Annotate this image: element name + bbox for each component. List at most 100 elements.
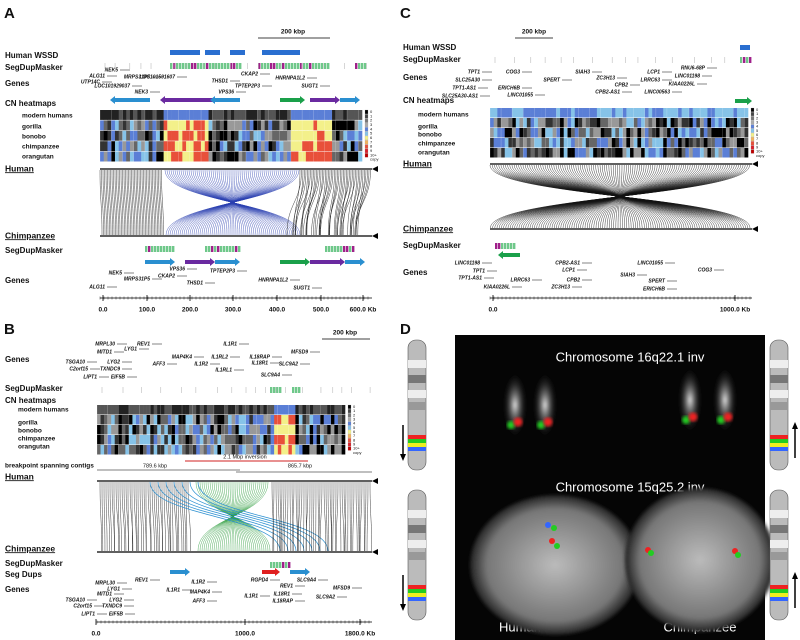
heat-cell [298, 120, 303, 131]
synteny-link [109, 481, 112, 552]
heat-cell [97, 425, 101, 435]
heat-cell [337, 425, 342, 435]
heat-cell [545, 128, 550, 138]
segdup-block [298, 387, 301, 393]
heat-cell [132, 445, 137, 455]
ideogram-band [408, 525, 426, 533]
track-label: Genes [403, 268, 428, 277]
heat-cell [337, 445, 342, 455]
heat-cell [626, 148, 631, 158]
heat-cell [571, 118, 576, 128]
heat-cell [607, 128, 612, 138]
heat-cell [153, 415, 158, 425]
gene-label: IL1R2 [191, 579, 205, 585]
synteny-link [177, 481, 180, 552]
heat-cell [253, 151, 258, 162]
heat-cell [295, 445, 300, 455]
heat-cell [718, 108, 723, 118]
heat-cell [593, 138, 598, 148]
heat-cell [313, 435, 317, 445]
synteny-link [301, 169, 308, 236]
synteny-link [146, 169, 149, 236]
ideogram-band [770, 589, 788, 593]
legend-swatch [347, 421, 352, 426]
legend-label: 5 [756, 128, 759, 133]
heat-cell [567, 138, 572, 148]
segdup-block [318, 63, 321, 69]
heat-cell [126, 110, 131, 120]
heat-cell [545, 148, 550, 158]
heat-cell [729, 128, 734, 138]
gene-label: MRPL30 [95, 341, 115, 347]
heat-cell [150, 435, 154, 445]
heat-cell [305, 120, 310, 131]
legend-swatch [750, 128, 755, 133]
heat-cell [294, 110, 299, 120]
heat-cell [692, 128, 697, 138]
segdup-block [154, 246, 157, 252]
heat-cell [272, 130, 277, 141]
heat-cell [309, 415, 314, 425]
track-label: SegDupMasker [403, 241, 461, 250]
heat-cell [245, 151, 251, 162]
segdup-block [303, 63, 306, 69]
heat-cell [167, 141, 172, 152]
heat-cell [493, 118, 498, 128]
heat-cell [141, 130, 146, 141]
heat-cell [279, 120, 284, 131]
synteny-link [131, 169, 134, 236]
segdup-block [224, 63, 227, 69]
heat-cell [114, 445, 119, 455]
gene-label: TSGA10 [66, 597, 86, 603]
heat-cell [648, 148, 653, 158]
heat-cell [330, 415, 335, 425]
heat-cell [707, 118, 712, 128]
synteny-link [319, 169, 328, 236]
gene-label: SLC9A2 [316, 594, 335, 600]
heat-cell [199, 405, 204, 415]
synteny-link [359, 481, 363, 552]
gene-label: NEK5 [109, 270, 123, 276]
legend-label: 9 [756, 145, 759, 150]
heat-cell [144, 130, 149, 141]
track-label: Genes [5, 585, 30, 594]
heat-cell [313, 110, 318, 120]
heat-cell [585, 138, 590, 148]
track-label: SegDupMasker [5, 559, 63, 568]
heat-cell [245, 110, 251, 120]
heat-cell [736, 118, 741, 128]
synteny-link [99, 481, 102, 552]
synteny-link [143, 169, 146, 236]
heat-cell [689, 118, 694, 128]
heat-cell [567, 128, 572, 138]
heat-cell [703, 148, 708, 158]
heat-cell [253, 141, 258, 152]
segdup-arrow [340, 96, 360, 104]
heat-cell [277, 415, 282, 425]
heat-cell [208, 151, 213, 162]
synteny-link [306, 169, 313, 236]
heat-cell [224, 425, 229, 435]
heat-cell [153, 445, 158, 455]
heat-cell [341, 405, 346, 415]
heat-cell [339, 130, 344, 141]
track-label: Genes [5, 79, 30, 88]
heat-cell [327, 415, 332, 425]
heat-cell [128, 405, 133, 415]
synteny-link [350, 169, 358, 236]
heat-cell [275, 130, 280, 141]
synteny-link [352, 481, 355, 552]
heat-cell [107, 130, 112, 141]
synteny-link [135, 481, 138, 552]
heat-cell [714, 118, 719, 128]
species-label: Chimpanzee [5, 543, 55, 553]
ideogram-band [770, 510, 788, 518]
heat-cell [497, 148, 502, 158]
segdup-block [510, 243, 513, 249]
legend-swatch [347, 413, 352, 418]
heat-cell [234, 110, 239, 120]
heat-cell [313, 425, 317, 435]
heat-cell [270, 425, 275, 435]
heat-cell [604, 108, 609, 118]
legend-swatch [364, 144, 369, 149]
